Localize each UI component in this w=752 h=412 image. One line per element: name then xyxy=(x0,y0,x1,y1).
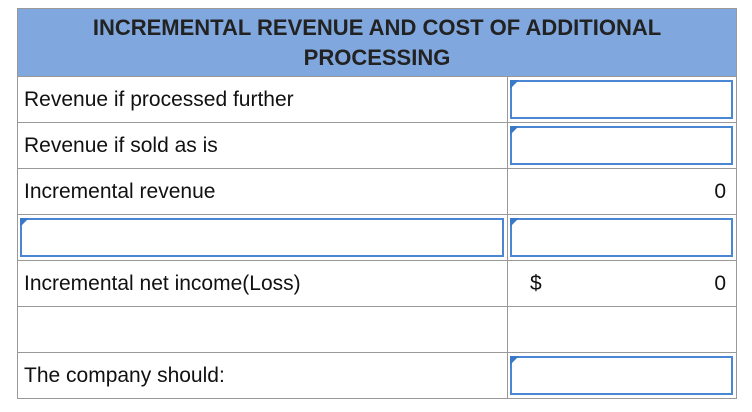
row: Revenue if sold as is xyxy=(17,123,737,169)
input-box[interactable] xyxy=(20,218,504,257)
row-label: Revenue if processed further xyxy=(18,77,508,122)
input-box[interactable] xyxy=(510,126,733,165)
row-value: 0 xyxy=(714,271,726,295)
row: Incremental revenue 0 xyxy=(17,169,737,215)
input-box[interactable] xyxy=(510,80,733,119)
row-label: Revenue if sold as is xyxy=(18,123,508,168)
row: Revenue if processed further xyxy=(17,77,737,123)
input-box[interactable] xyxy=(510,356,733,395)
row xyxy=(17,307,737,353)
form-table: INCREMENTAL REVENUE AND COST OF ADDITION… xyxy=(17,8,737,399)
table-title: INCREMENTAL REVENUE AND COST OF ADDITION… xyxy=(17,8,737,77)
row: The company should: xyxy=(17,353,737,399)
row xyxy=(17,215,737,261)
input-box[interactable] xyxy=(510,218,733,257)
currency-sign: $ xyxy=(530,271,542,295)
row-label: The company should: xyxy=(18,353,508,398)
row-label: Incremental net income(Loss) xyxy=(18,261,508,306)
row: Incremental net income(Loss) $ 0 xyxy=(17,261,737,307)
row-value: 0 xyxy=(714,179,726,203)
row-label: Incremental revenue xyxy=(18,169,508,214)
